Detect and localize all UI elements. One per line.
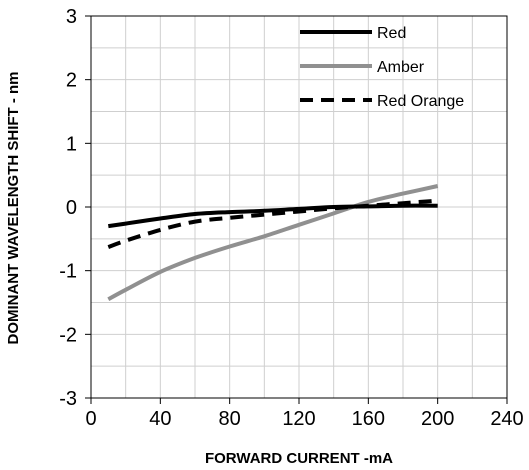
- legend: Red Amber Red Orange: [300, 25, 464, 110]
- y-axis-ticks: 3 2 1 0 -1 -2 -3: [59, 6, 91, 410]
- y-tick-label: 1: [66, 133, 77, 155]
- legend-label: Red: [377, 25, 406, 42]
- legend-label: Red Orange: [377, 93, 464, 110]
- y-axis-title: DOMINANT WAVELENGTH SHIFT - nm: [5, 71, 22, 344]
- x-axis-title: FORWARD CURRENT -mA: [205, 450, 393, 467]
- y-tick-label: 2: [66, 70, 77, 92]
- y-tick-label: 0: [66, 197, 77, 219]
- series-layer: [107, 184, 439, 302]
- x-tick-label: 0: [85, 408, 96, 430]
- x-tick-label: 120: [282, 408, 315, 430]
- x-tick-label: 240: [490, 408, 523, 430]
- x-tick-label: 160: [352, 408, 385, 430]
- x-tick-label: 40: [149, 408, 171, 430]
- legend-label: Amber: [377, 59, 425, 76]
- grid-lines: [91, 16, 507, 398]
- y-tick-label: -2: [59, 324, 77, 346]
- series-line-amber: [107, 184, 439, 302]
- y-tick-label: 3: [66, 6, 77, 28]
- y-tick-label: -1: [59, 261, 77, 283]
- y-tick-label: -3: [59, 388, 77, 410]
- x-tick-label: 80: [219, 408, 241, 430]
- series-line-red: [108, 203, 438, 229]
- x-axis-ticks: 0 40 80 120 160 200 240: [85, 398, 524, 430]
- x-tick-label: 200: [421, 408, 454, 430]
